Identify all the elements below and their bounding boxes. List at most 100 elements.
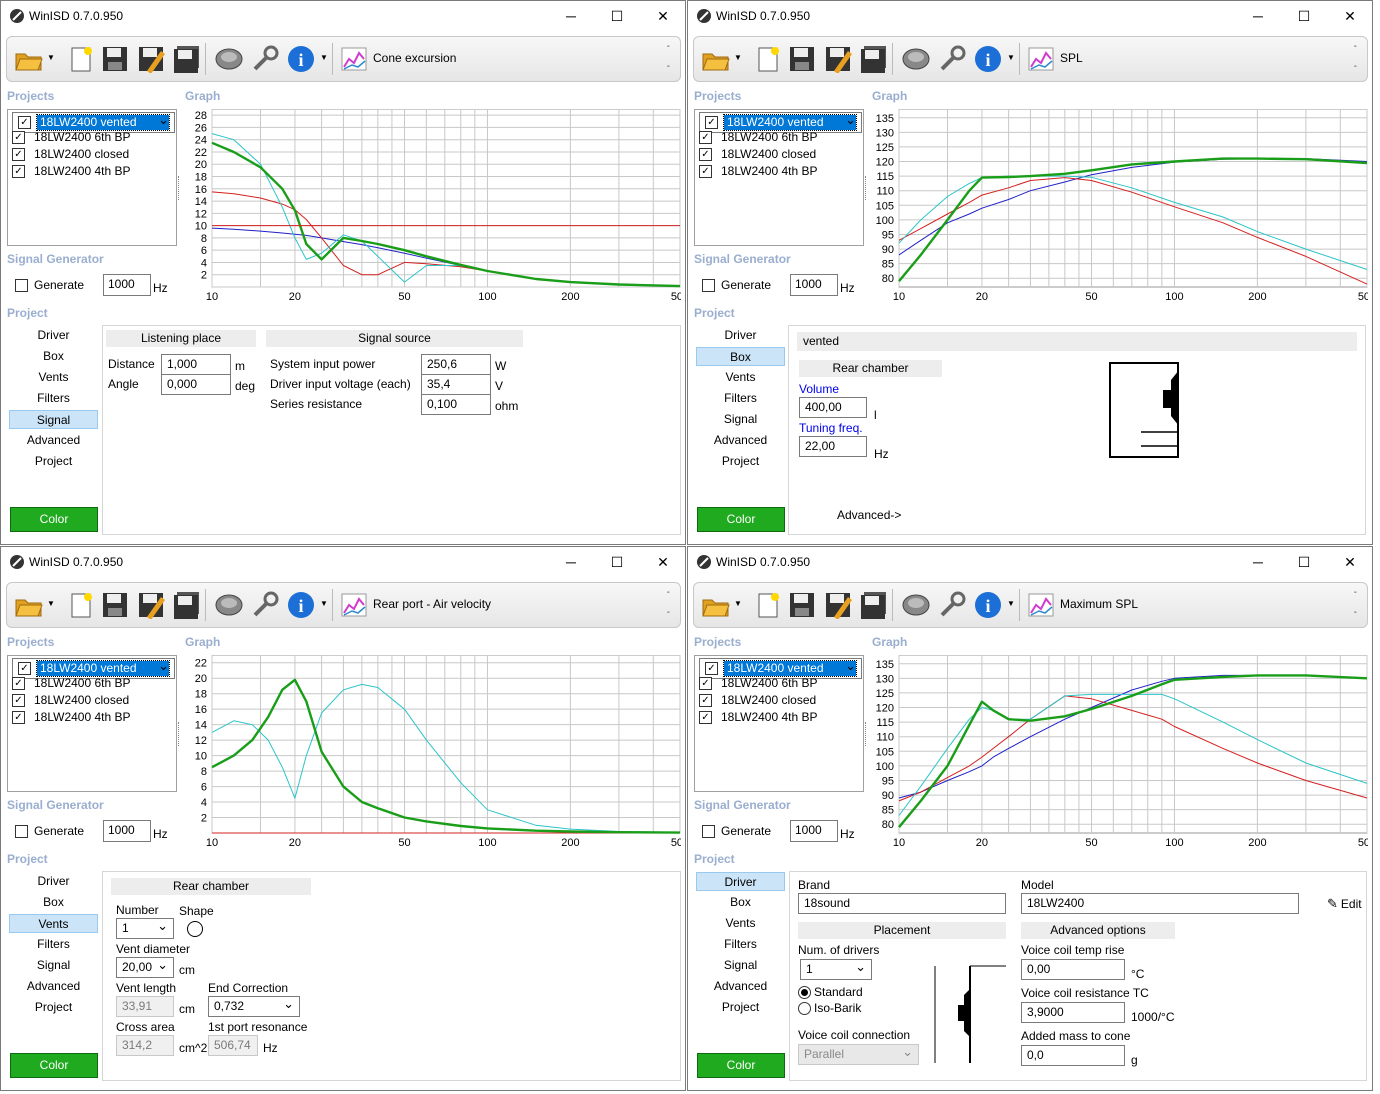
checkbox[interactable]: ✓ bbox=[12, 694, 25, 707]
checkbox[interactable]: ✓ bbox=[699, 694, 712, 707]
save-icon[interactable] bbox=[99, 589, 131, 621]
graph-type-label[interactable]: Cone excursion bbox=[373, 51, 457, 65]
chevron-down-icon[interactable]: ▼ bbox=[734, 53, 742, 62]
angle-input[interactable]: 0,000 bbox=[161, 374, 231, 395]
driver-icon[interactable] bbox=[900, 43, 932, 75]
tools-icon[interactable] bbox=[249, 43, 281, 75]
nav-item-signal[interactable]: Signal bbox=[723, 412, 758, 426]
generate-checkbox[interactable]: Generate bbox=[15, 278, 84, 292]
project-list[interactable]: ✓18LW2400 vented✓18LW2400 6th BP✓18LW240… bbox=[694, 109, 864, 246]
graph-select-icon[interactable] bbox=[1025, 43, 1057, 75]
vc-resistance-input[interactable]: 3,9000 bbox=[1021, 1002, 1125, 1023]
end-correction-select[interactable]: 0,732 bbox=[208, 996, 300, 1017]
project-item[interactable]: ✓ 18LW2400 vented bbox=[699, 112, 862, 133]
close-icon[interactable]: ✕ bbox=[1344, 554, 1356, 570]
checkbox[interactable]: ✓ bbox=[699, 148, 712, 161]
generate-checkbox[interactable]: Generate bbox=[702, 278, 771, 292]
checkbox[interactable] bbox=[15, 824, 28, 838]
standard-radio[interactable]: Standard bbox=[798, 985, 863, 999]
splitter-grip[interactable] bbox=[865, 722, 868, 746]
open-folder-icon[interactable] bbox=[13, 589, 45, 621]
chevron-down-icon[interactable]: ▼ bbox=[1007, 53, 1015, 62]
open-folder-icon[interactable] bbox=[700, 43, 732, 75]
nav-item-box[interactable]: Box bbox=[730, 895, 751, 909]
checkbox[interactable]: ✓ bbox=[12, 711, 25, 724]
nav-item-driver[interactable]: Driver bbox=[37, 328, 70, 342]
frequency-input[interactable]: 1000 bbox=[103, 820, 151, 842]
generate-checkbox[interactable]: Generate bbox=[702, 824, 771, 838]
nav-item-filters[interactable]: Filters bbox=[724, 937, 757, 951]
chevron-down-icon[interactable]: ▼ bbox=[1007, 599, 1015, 608]
save-as-icon[interactable] bbox=[822, 43, 854, 75]
project-item[interactable]: ✓ 18LW2400 closed bbox=[12, 146, 175, 163]
new-file-icon[interactable] bbox=[65, 589, 97, 621]
frequency-input[interactable]: 1000 bbox=[103, 274, 151, 296]
num-drivers-select[interactable]: 1 bbox=[800, 959, 872, 980]
chevron-down-icon[interactable]: ▼ bbox=[320, 599, 328, 608]
edit-button[interactable]: ✎ Edit bbox=[1327, 896, 1362, 912]
nav-item-signal[interactable]: Signal bbox=[9, 410, 98, 429]
radio[interactable] bbox=[798, 1001, 811, 1015]
minimize-icon[interactable]: ─ bbox=[1253, 554, 1263, 570]
close-icon[interactable]: ✕ bbox=[1344, 8, 1356, 24]
project-item[interactable]: ✓ 18LW2400 closed bbox=[12, 692, 175, 709]
project-list[interactable]: ✓18LW2400 vented✓18LW2400 6th BP✓18LW240… bbox=[7, 109, 177, 246]
checkbox[interactable] bbox=[702, 824, 715, 838]
new-file-icon[interactable] bbox=[65, 43, 97, 75]
nav-item-driver[interactable]: Driver bbox=[696, 872, 785, 891]
checkbox[interactable]: ✓ bbox=[12, 677, 25, 690]
checkbox[interactable]: ✓ bbox=[18, 116, 31, 129]
close-icon[interactable]: ✕ bbox=[657, 8, 669, 24]
nav-item-filters[interactable]: Filters bbox=[37, 391, 70, 405]
number-select[interactable]: 1 bbox=[116, 918, 174, 939]
graph-type-label[interactable]: Rear port - Air velocity bbox=[373, 597, 492, 611]
driver-icon[interactable] bbox=[900, 589, 932, 621]
added-mass-input[interactable]: 0,0 bbox=[1021, 1045, 1125, 1066]
frequency-input[interactable]: 1000 bbox=[790, 274, 838, 296]
nav-item-filters[interactable]: Filters bbox=[37, 937, 70, 951]
model-input[interactable]: 18LW2400 bbox=[1021, 893, 1299, 914]
splitter-grip[interactable] bbox=[178, 176, 181, 200]
nav-item-driver[interactable]: Driver bbox=[37, 874, 70, 888]
volume-input[interactable]: 400,00 bbox=[799, 397, 867, 418]
nav-item-vents[interactable]: Vents bbox=[725, 370, 756, 384]
info-icon[interactable]: i bbox=[285, 43, 317, 75]
checkbox[interactable] bbox=[15, 278, 28, 292]
save-all-icon[interactable] bbox=[858, 43, 890, 75]
project-item[interactable]: ✓ 18LW2400 closed bbox=[699, 146, 862, 163]
tuning-input[interactable]: 22,00 bbox=[799, 436, 867, 457]
save-as-icon[interactable] bbox=[135, 43, 167, 75]
save-as-icon[interactable] bbox=[822, 589, 854, 621]
project-item[interactable]: ✓ 18LW2400 4th BP bbox=[12, 709, 175, 726]
graph-select-icon[interactable] bbox=[338, 589, 370, 621]
maximize-icon[interactable]: ☐ bbox=[1297, 8, 1311, 24]
round-shape-icon[interactable] bbox=[187, 921, 203, 937]
graph-select-icon[interactable] bbox=[1025, 589, 1057, 621]
save-icon[interactable] bbox=[786, 43, 818, 75]
tools-icon[interactable] bbox=[249, 589, 281, 621]
nav-item-signal[interactable]: Signal bbox=[36, 958, 71, 972]
vent-diameter-select[interactable]: 20,00 bbox=[116, 957, 174, 978]
brand-input[interactable]: 18sound bbox=[798, 893, 1006, 914]
save-icon[interactable] bbox=[786, 589, 818, 621]
info-icon[interactable]: i bbox=[285, 589, 317, 621]
nav-item-driver[interactable]: Driver bbox=[724, 328, 757, 342]
maximize-icon[interactable]: ☐ bbox=[1297, 554, 1311, 570]
splitter-grip[interactable] bbox=[865, 176, 868, 200]
color-button[interactable]: Color bbox=[10, 507, 98, 532]
iso-barik-radio[interactable]: Iso-Barik bbox=[798, 1001, 861, 1015]
checkbox[interactable]: ✓ bbox=[12, 148, 25, 161]
save-all-icon[interactable] bbox=[858, 589, 890, 621]
project-list[interactable]: ✓18LW2400 vented✓18LW2400 6th BP✓18LW240… bbox=[7, 655, 177, 792]
maximize-icon[interactable]: ☐ bbox=[610, 8, 624, 24]
chevron-down-icon[interactable]: ▼ bbox=[47, 53, 55, 62]
project-item[interactable]: ✓ 18LW2400 closed bbox=[699, 692, 862, 709]
project-item[interactable]: ✓ 18LW2400 6th BP bbox=[699, 675, 862, 692]
voltage-input[interactable]: 35,4 bbox=[421, 374, 491, 395]
close-icon[interactable]: ✕ bbox=[657, 554, 669, 570]
nav-item-advanced[interactable]: Advanced bbox=[26, 433, 81, 447]
driver-icon[interactable] bbox=[213, 589, 245, 621]
checkbox[interactable]: ✓ bbox=[705, 116, 718, 129]
graph-type-label[interactable]: SPL bbox=[1060, 51, 1083, 65]
new-file-icon[interactable] bbox=[752, 589, 784, 621]
